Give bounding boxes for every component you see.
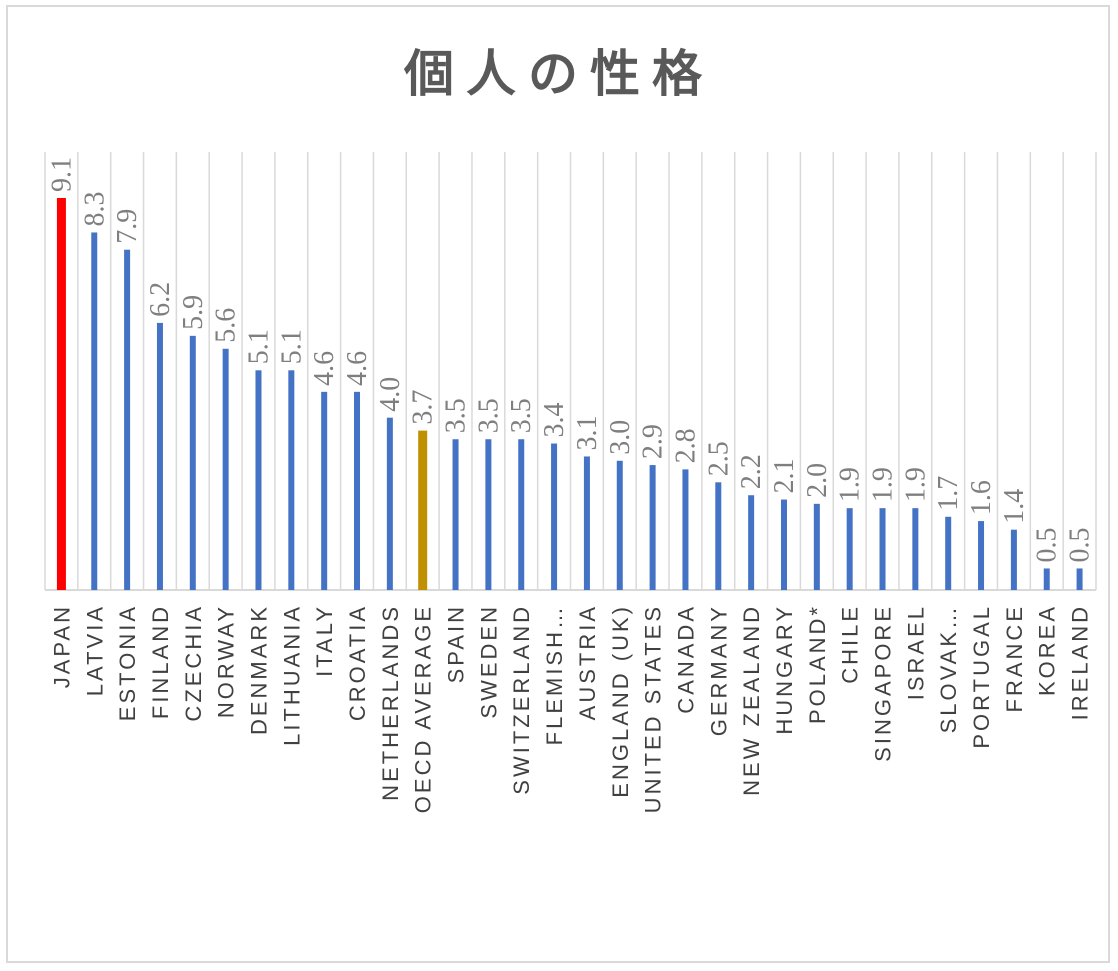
data-label: 1.9 [835, 467, 866, 502]
data-label: 8.3 [79, 191, 110, 226]
data-label: 2.9 [638, 424, 669, 459]
data-label: 5.6 [211, 308, 242, 343]
data-label: 9.1 [46, 157, 77, 192]
category-label: DENMARK [246, 604, 271, 735]
category-label: SLOVAK… [936, 604, 961, 733]
bar-poland [813, 503, 820, 590]
bar-sweden [485, 439, 492, 590]
category-label: CZECHIA [181, 604, 206, 722]
data-label: 3.5 [473, 398, 504, 433]
data-label: 2.0 [802, 463, 833, 498]
bar-latvia [91, 232, 98, 590]
bar-japan [56, 198, 66, 590]
category-label: SWITZERLAND [509, 604, 534, 795]
bar-hungary [780, 499, 787, 590]
data-label: 1.6 [966, 480, 997, 515]
bar-korea [1043, 568, 1050, 590]
category-label: IRELAND [1068, 604, 1093, 720]
category-label: KOREA [1035, 604, 1060, 696]
category-label: NETHERLANDS [378, 604, 403, 801]
category-label: ENGLAND (UK) [608, 604, 633, 798]
category-label: ESTONIA [115, 604, 140, 721]
bar-france [1010, 529, 1017, 590]
bar-croatia [354, 391, 361, 590]
bar-spain [452, 439, 459, 590]
bar-israel [912, 508, 919, 590]
bar-singapore [879, 508, 886, 590]
category-label: SPAIN [444, 604, 469, 683]
category-label: FLEMISH… [542, 604, 567, 745]
bar-austria [583, 456, 590, 590]
bar-oecd-average [418, 430, 428, 590]
data-label: 3.4 [539, 403, 570, 438]
chart-title: 個人の性格 [404, 45, 714, 103]
data-label: 0.5 [1032, 527, 1063, 562]
data-label: 2.1 [769, 459, 800, 494]
data-label: 7.9 [112, 209, 143, 244]
data-label: 3.7 [408, 390, 439, 425]
category-label: NEW ZEALAND [739, 604, 764, 796]
data-label: 5.1 [276, 329, 307, 364]
category-label: POLAND* [805, 604, 830, 724]
bar-finland [156, 322, 163, 590]
bar-italy [321, 391, 328, 590]
data-label: 3.5 [441, 398, 472, 433]
data-label: 4.6 [309, 351, 340, 386]
category-label: PORTUGAL [969, 604, 994, 749]
category-label: GERMANY [706, 604, 731, 736]
category-label: HUNGARY [772, 604, 797, 735]
bar-portugal [978, 521, 985, 590]
bar-slovak [945, 516, 952, 590]
data-label: 6.2 [145, 282, 176, 317]
category-label: LITHUANIA [279, 604, 304, 746]
bar-norway [222, 348, 229, 590]
data-label: 0.5 [1065, 527, 1096, 562]
data-label: 1.9 [900, 467, 931, 502]
bar-england-uk [616, 460, 623, 590]
data-label: 2.5 [703, 441, 734, 476]
data-label: 4.6 [342, 351, 373, 386]
category-label: AUSTRIA [575, 604, 600, 720]
bar-new-zealand [748, 495, 755, 590]
category-label: FINLAND [148, 604, 173, 719]
category-label: NORWAY [214, 604, 239, 718]
data-label: 2.2 [736, 454, 767, 489]
data-label: 3.0 [605, 420, 636, 455]
bar-ireland [1076, 568, 1083, 590]
data-label: 5.9 [178, 295, 209, 330]
category-label: SWEDEN [476, 604, 501, 719]
bar-czechia [189, 335, 196, 590]
data-label: 3.1 [572, 415, 603, 450]
category-label: ITALY [312, 604, 337, 677]
category-label: LATVIA [82, 604, 107, 696]
category-label: CHILE [838, 604, 863, 684]
category-label: UNITED STATES [641, 604, 666, 813]
bar-chile [846, 508, 853, 590]
data-label: 1.9 [868, 467, 899, 502]
category-label: CROATIA [345, 604, 370, 721]
data-label: 2.8 [670, 428, 701, 463]
category-label: FRANCE [1002, 604, 1027, 712]
data-label: 4.0 [375, 377, 406, 412]
data-label: 1.4 [999, 489, 1030, 524]
data-label: 5.1 [243, 329, 274, 364]
category-label: SINGAPORE [871, 604, 896, 762]
bar-germany [715, 482, 722, 590]
bar-switzerland [518, 439, 525, 590]
data-label: 3.5 [506, 398, 537, 433]
bar-netherlands [386, 417, 393, 590]
bar-estonia [124, 249, 131, 590]
category-label: OECD AVERAGE [411, 604, 436, 813]
bar-canada [682, 469, 689, 590]
bar-flemish [551, 443, 558, 590]
bar-denmark [255, 370, 262, 590]
category-label: JAPAN [49, 604, 74, 688]
category-label: CANADA [673, 604, 698, 714]
data-label: 1.7 [933, 476, 964, 511]
bar-united-states [649, 465, 656, 590]
category-label: ISRAEL [903, 604, 928, 700]
bar-lithuania [288, 370, 295, 590]
